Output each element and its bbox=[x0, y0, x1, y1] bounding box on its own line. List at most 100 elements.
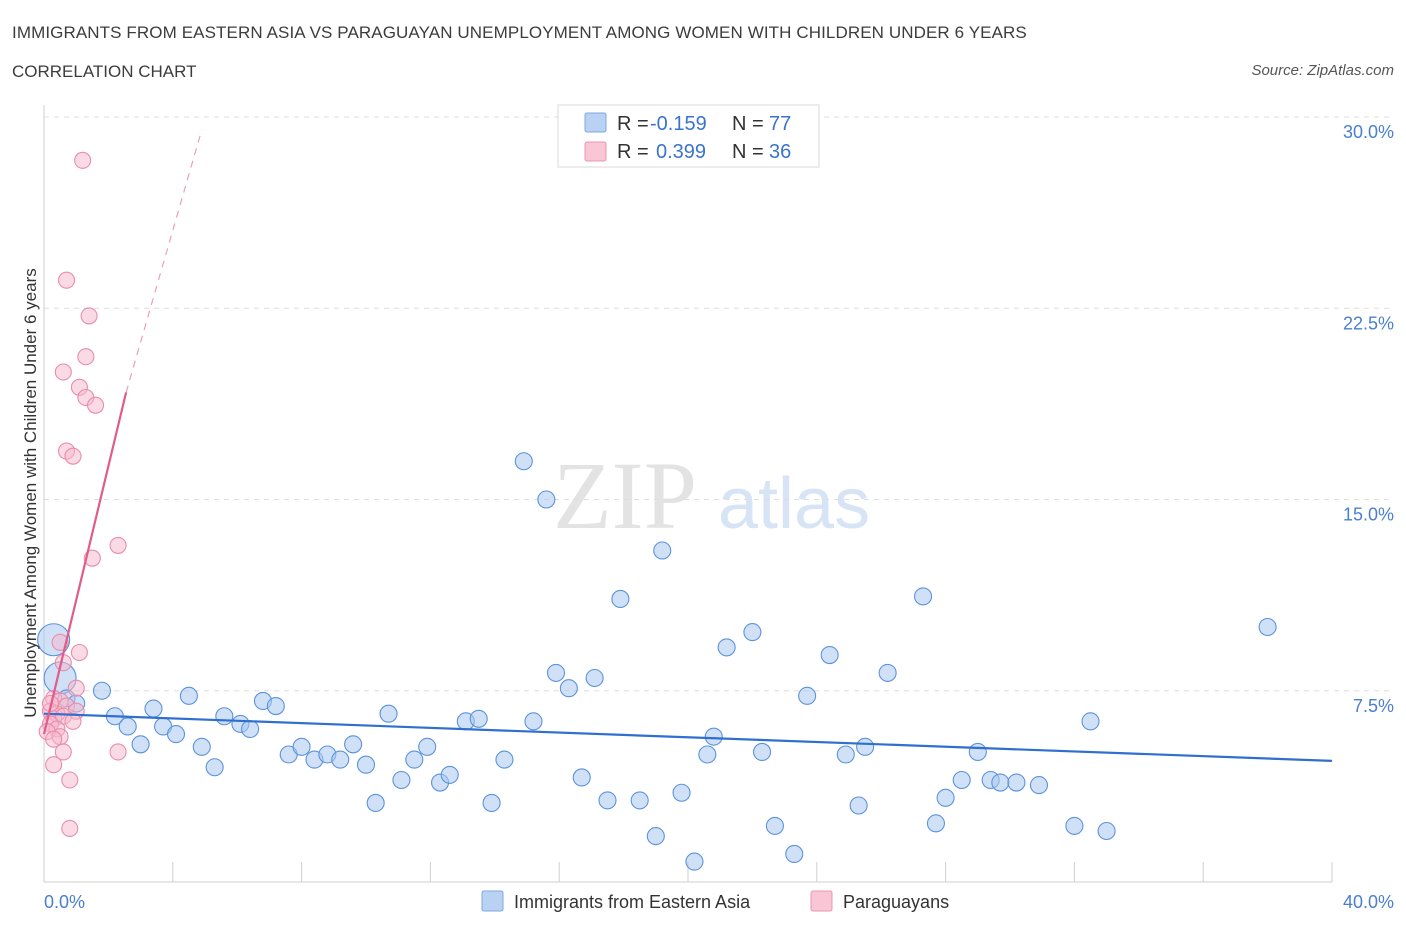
data-point-eastern-asia bbox=[495, 750, 514, 769]
data-point-eastern-asia bbox=[1097, 821, 1116, 841]
data-point-eastern-asia bbox=[144, 699, 163, 718]
data-point-eastern-asia bbox=[653, 541, 672, 560]
data-point-eastern-asia bbox=[820, 645, 839, 665]
data-point-eastern-asia bbox=[179, 686, 198, 705]
data-point-paraguayans bbox=[67, 679, 85, 697]
data-point-eastern-asia bbox=[118, 717, 137, 736]
data-point-eastern-asia bbox=[131, 735, 150, 754]
data-point-eastern-asia bbox=[166, 725, 186, 744]
data-point-eastern-asia bbox=[611, 589, 630, 609]
legend-label-blue: Immigrants from Eastern Asia bbox=[514, 892, 751, 912]
data-point-eastern-asia bbox=[405, 750, 424, 769]
trend-line-paraguayans-extension bbox=[125, 129, 203, 393]
data-point-eastern-asia bbox=[331, 750, 350, 769]
data-point-eastern-asia bbox=[192, 737, 211, 756]
data-point-eastern-asia bbox=[991, 773, 1010, 792]
data-point-eastern-asia bbox=[952, 770, 971, 790]
stats-n-label-pink: N = bbox=[732, 141, 764, 163]
y-tick-label: 15.0% bbox=[1343, 505, 1394, 525]
watermark-zip: ZIP bbox=[553, 442, 697, 549]
data-point-eastern-asia bbox=[646, 827, 665, 846]
series-eastern-asia bbox=[37, 452, 1277, 871]
trend-line-paraguayans bbox=[42, 392, 128, 735]
data-point-eastern-asia bbox=[685, 852, 704, 871]
data-point-paraguayans bbox=[64, 712, 82, 730]
data-point-eastern-asia bbox=[537, 490, 556, 509]
data-point-eastern-asia bbox=[598, 791, 617, 810]
data-point-paraguayans bbox=[54, 743, 72, 761]
data-point-eastern-asia bbox=[798, 686, 817, 705]
data-point-eastern-asia bbox=[1081, 712, 1100, 731]
data-point-eastern-asia bbox=[392, 770, 411, 790]
stats-swatch-blue bbox=[584, 112, 607, 133]
data-point-paraguayans bbox=[80, 307, 98, 325]
data-point-eastern-asia bbox=[753, 742, 772, 762]
data-point-eastern-asia bbox=[856, 737, 875, 756]
data-point-paraguayans bbox=[61, 819, 79, 838]
data-point-eastern-asia bbox=[672, 783, 691, 802]
y-tick-labels: 7.5% 15.0% 22.5% 30.0% bbox=[1343, 122, 1394, 716]
legend-label-pink: Paraguayans bbox=[843, 892, 949, 912]
data-point-eastern-asia bbox=[546, 663, 566, 682]
legend-swatch-blue bbox=[481, 890, 504, 912]
data-point-eastern-asia bbox=[379, 704, 398, 723]
data-point-eastern-asia bbox=[914, 587, 933, 606]
data-point-eastern-asia bbox=[926, 814, 945, 833]
data-point-eastern-asia bbox=[630, 791, 649, 810]
data-point-eastern-asia bbox=[1029, 776, 1049, 795]
y-tick-label: 30.0% bbox=[1343, 122, 1394, 142]
data-point-eastern-asia bbox=[585, 668, 604, 688]
data-point-eastern-asia bbox=[968, 742, 987, 762]
gridlines bbox=[44, 116, 1394, 692]
data-point-eastern-asia bbox=[785, 844, 804, 864]
data-point-eastern-asia bbox=[366, 793, 385, 813]
series-legend: Immigrants from Eastern Asia Paraguayans bbox=[481, 890, 949, 912]
data-point-eastern-asia bbox=[698, 745, 717, 764]
stats-r-value-blue: -0.159 bbox=[650, 113, 707, 135]
data-point-eastern-asia bbox=[215, 707, 234, 726]
data-point-eastern-asia bbox=[1065, 816, 1084, 835]
data-point-eastern-asia bbox=[704, 727, 723, 746]
chart-title: IMMIGRANTS FROM EASTERN ASIA VS PARAGUAY… bbox=[12, 23, 1027, 42]
source-label: Source: ZipAtlas.com bbox=[1251, 62, 1394, 79]
data-point-eastern-asia bbox=[572, 768, 591, 787]
legend-swatch-pink bbox=[810, 890, 833, 912]
y-axis-label: Unemployment Among Women with Children U… bbox=[21, 268, 40, 717]
watermark-atlas: atlas bbox=[718, 464, 870, 544]
data-point-eastern-asia bbox=[836, 745, 855, 764]
data-point-eastern-asia bbox=[559, 679, 578, 698]
data-point-paraguayans bbox=[45, 730, 63, 748]
data-point-eastern-asia bbox=[205, 758, 224, 777]
y-tick-label: 7.5% bbox=[1353, 696, 1394, 716]
stats-r-label-blue: R = bbox=[617, 113, 649, 135]
series-paraguayans bbox=[38, 151, 127, 838]
data-point-eastern-asia bbox=[440, 765, 459, 784]
data-point-paraguayans bbox=[109, 536, 127, 554]
x-ticks bbox=[172, 862, 1333, 882]
y-tick-label: 22.5% bbox=[1343, 313, 1394, 333]
trend-line-eastern-asia bbox=[43, 712, 1333, 762]
data-point-paraguayans bbox=[64, 447, 82, 465]
data-point-paraguayans bbox=[77, 348, 95, 366]
data-point-paraguayans bbox=[61, 771, 79, 789]
data-point-paraguayans bbox=[86, 396, 105, 414]
data-point-eastern-asia bbox=[765, 816, 784, 835]
stats-n-value-pink: 36 bbox=[769, 141, 791, 163]
data-point-eastern-asia bbox=[524, 712, 543, 731]
trend-lines bbox=[42, 129, 1333, 762]
data-point-eastern-asia bbox=[717, 638, 736, 657]
data-point-eastern-asia bbox=[292, 737, 311, 756]
data-point-paraguayans bbox=[109, 743, 127, 761]
data-point-eastern-asia bbox=[266, 696, 285, 716]
data-point-paraguayans bbox=[74, 151, 92, 169]
data-point-eastern-asia bbox=[878, 663, 897, 682]
data-point-eastern-asia bbox=[1007, 773, 1026, 792]
stats-n-label-blue: N = bbox=[732, 113, 764, 135]
data-point-eastern-asia bbox=[936, 788, 955, 807]
stats-n-value-blue: 77 bbox=[769, 113, 791, 135]
data-point-eastern-asia bbox=[1258, 617, 1277, 637]
data-point-eastern-asia bbox=[92, 681, 112, 700]
data-point-eastern-asia bbox=[344, 735, 363, 754]
data-point-eastern-asia bbox=[743, 623, 762, 642]
